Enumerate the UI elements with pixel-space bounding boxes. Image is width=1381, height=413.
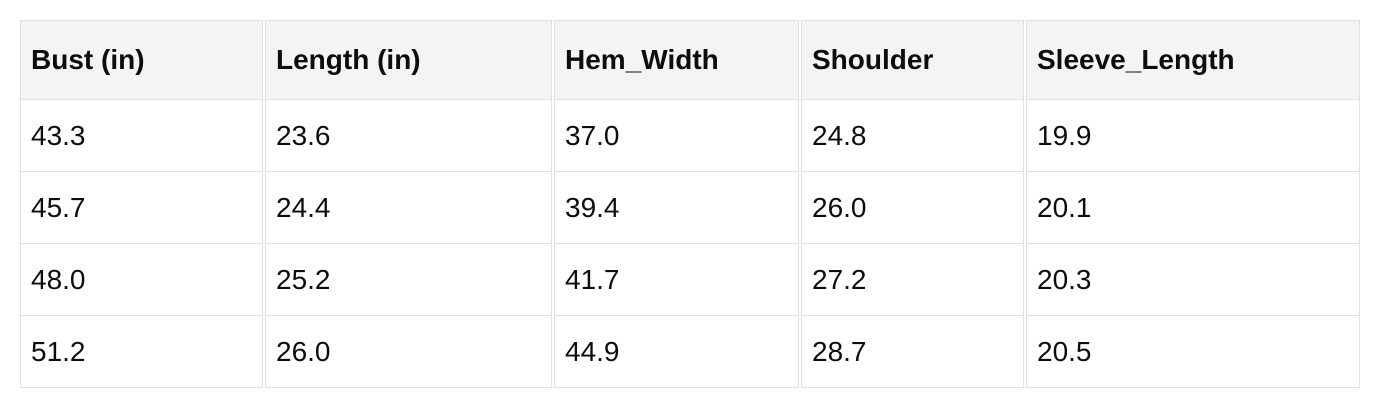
table-row: 48.0 25.2 41.7 27.2 20.3 [20, 244, 1360, 316]
table-cell: 45.7 [20, 172, 263, 244]
column-header-length: Length (in) [265, 20, 552, 100]
table-row: 43.3 23.6 37.0 24.8 19.9 [20, 100, 1360, 172]
table-cell: 28.7 [801, 316, 1024, 388]
table-row: 51.2 26.0 44.9 28.7 20.5 [20, 316, 1360, 388]
table-body: 43.3 23.6 37.0 24.8 19.9 45.7 24.4 39.4 … [20, 100, 1360, 388]
table-cell: 24.8 [801, 100, 1024, 172]
table-cell: 51.2 [20, 316, 263, 388]
table-cell: 23.6 [265, 100, 552, 172]
table-cell: 26.0 [265, 316, 552, 388]
column-header-hem-width: Hem_Width [554, 20, 799, 100]
table-cell: 27.2 [801, 244, 1024, 316]
table-cell: 20.5 [1026, 316, 1360, 388]
column-header-sleeve-length: Sleeve_Length [1026, 20, 1360, 100]
table-cell: 20.1 [1026, 172, 1360, 244]
table-cell: 19.9 [1026, 100, 1360, 172]
table-head: Bust (in) Length (in) Hem_Width Shoulder… [20, 20, 1360, 100]
table-cell: 44.9 [554, 316, 799, 388]
table-row: 45.7 24.4 39.4 26.0 20.1 [20, 172, 1360, 244]
column-header-shoulder: Shoulder [801, 20, 1024, 100]
header-row: Bust (in) Length (in) Hem_Width Shoulder… [20, 20, 1360, 100]
measurements-table: Bust (in) Length (in) Hem_Width Shoulder… [18, 20, 1362, 388]
table-cell: 41.7 [554, 244, 799, 316]
table-cell: 26.0 [801, 172, 1024, 244]
table-cell: 24.4 [265, 172, 552, 244]
table-cell: 25.2 [265, 244, 552, 316]
table-cell: 43.3 [20, 100, 263, 172]
table-cell: 37.0 [554, 100, 799, 172]
table-cell: 20.3 [1026, 244, 1360, 316]
column-header-bust: Bust (in) [20, 20, 263, 100]
table-cell: 39.4 [554, 172, 799, 244]
table-cell: 48.0 [20, 244, 263, 316]
